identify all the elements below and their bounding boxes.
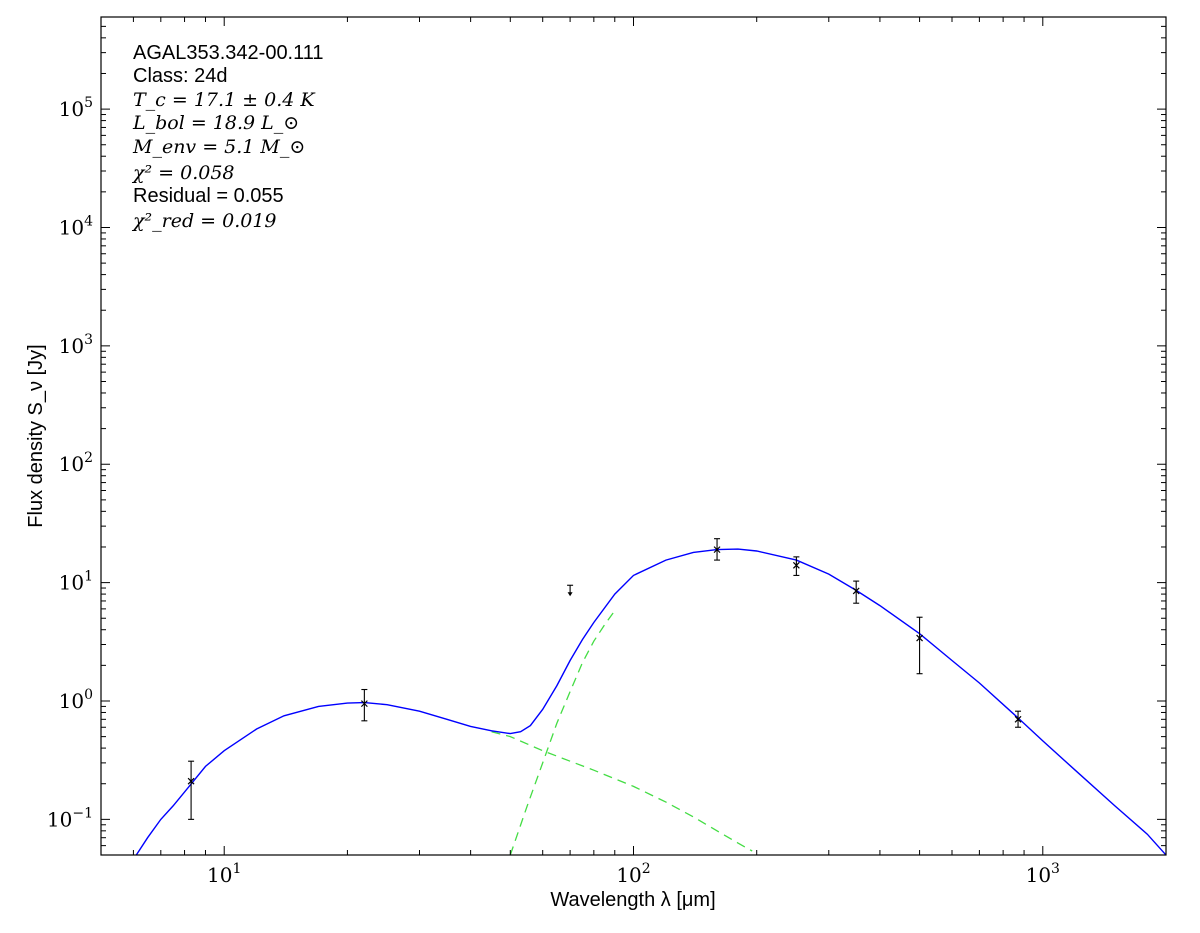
annotation-chi2red: χ²_red = 0.019: [131, 210, 277, 232]
y-tick-label: 10−1: [47, 805, 93, 831]
marker-x-b: [852, 587, 860, 595]
model-total-curve: [135, 548, 1166, 855]
data-point-1: [187, 760, 195, 820]
y-tick-label: 102: [59, 450, 93, 476]
y-tick-label: 105: [59, 95, 93, 121]
model-curves: [135, 548, 1166, 855]
data-point-2: [360, 688, 368, 722]
annotation-source: AGAL353.342-00.111: [133, 42, 324, 64]
data-point-3: [713, 538, 721, 561]
y-axis-label: Flux density S_ν [Jy]: [25, 344, 47, 527]
y-tick-label: 101: [59, 569, 93, 595]
annotation-class: Class: 24d: [133, 65, 228, 87]
annotation-tc: T_c = 17.1 ± 0.4 K: [133, 89, 316, 111]
axis-ticks: 101 102 103 10−1 100 101 102 103 104 105: [47, 16, 1167, 887]
y-tick-label: 100: [59, 687, 93, 713]
x-tick-label: 101: [207, 861, 241, 887]
marker-x-b: [916, 634, 924, 642]
marker-x-b: [713, 546, 721, 554]
annotation-lbol: L_bol = 18.9 L_⊙: [132, 112, 299, 134]
plot-frame: [100, 16, 1167, 856]
data-point-6: [916, 616, 924, 675]
annotation-residual: Residual = 0.055: [133, 185, 284, 207]
model-component-2: [509, 610, 616, 855]
marker-x-b: [360, 700, 368, 708]
marker-x-b: [1014, 715, 1022, 723]
x-tick-label: 102: [616, 861, 650, 887]
data-point-5: [852, 580, 860, 604]
x-axis-label: Wavelength λ [μm]: [550, 889, 715, 911]
y-tick-label: 103: [59, 332, 93, 358]
annotation-chi2: χ² = 0.058: [131, 162, 235, 184]
y-tick-label: 104: [59, 213, 93, 239]
marker-x-b: [187, 777, 195, 785]
data-point-4: [792, 556, 800, 576]
data-point-7: [1014, 710, 1022, 728]
marker-x-b: [792, 561, 800, 569]
upper-limit-1: [567, 584, 574, 597]
annotation-menv: M_env = 5.1 M_⊙: [132, 136, 305, 158]
x-tick-label: 103: [1026, 861, 1060, 887]
data-points: [187, 538, 1022, 820]
model-component-1: [491, 731, 753, 852]
upper-limit-arrowhead: [567, 592, 573, 597]
